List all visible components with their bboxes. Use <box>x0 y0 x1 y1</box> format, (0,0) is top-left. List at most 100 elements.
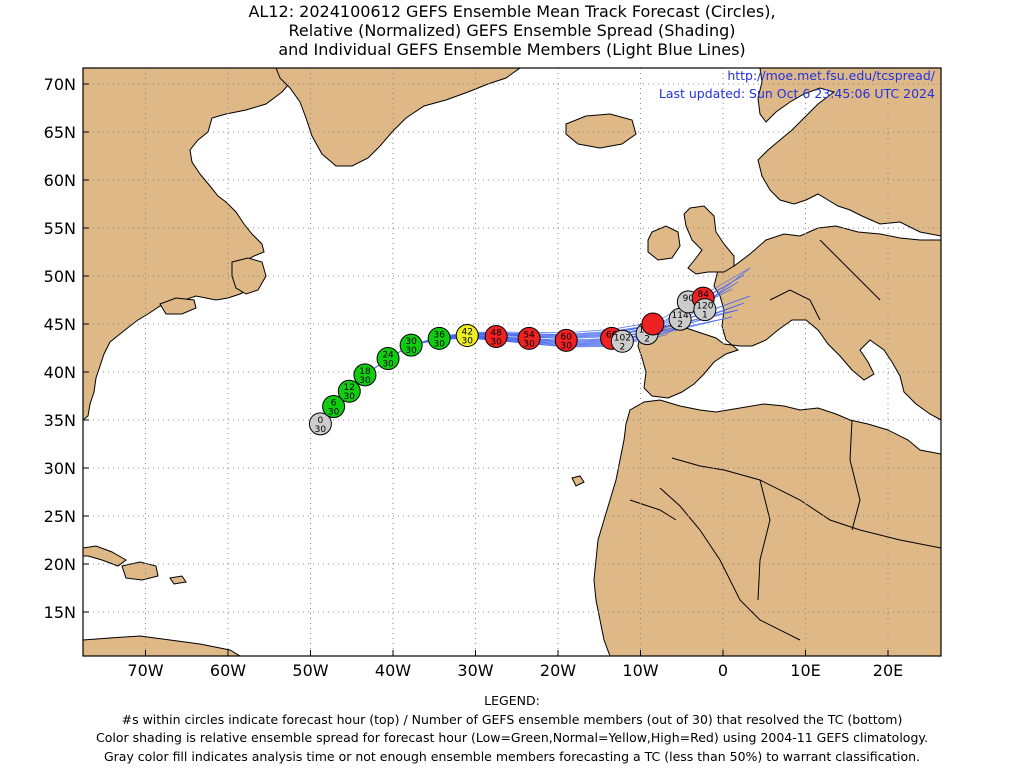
latitude-labels: 70N 65N 60N 55N 50N 45N 40N 35N 30N 25N 20N 15N <box>44 75 89 622</box>
land-hispaniola <box>121 561 159 581</box>
forecast-hour: 120 <box>696 302 713 312</box>
legend-line-1: #s within circles indicate forecast hour… <box>121 711 903 727</box>
lon-tick-label: 70W <box>127 661 163 680</box>
land-south-america <box>83 635 241 656</box>
map-frame <box>82 67 942 657</box>
lat-tick-label: 70N <box>44 75 76 94</box>
legend-line-2: Color shading is relative ensemble sprea… <box>96 730 928 745</box>
lat-tick-label: 15N <box>44 603 76 622</box>
forecast-circle-fill <box>337 379 361 403</box>
legend-line-3: Gray color fill indicates analysis time … <box>103 748 921 764</box>
member-count: 30 <box>405 346 417 356</box>
forecast-circle-fill <box>554 328 578 352</box>
forecast-circle-fill <box>353 363 377 387</box>
forecast-circle <box>641 312 665 336</box>
title-line-1: AL12: 2024100612 GEFS Ensemble Mean Trac… <box>248 2 776 21</box>
member-count: 30 <box>328 408 340 418</box>
member-count: 1 <box>702 311 708 321</box>
forecast-circle-fill <box>517 326 541 350</box>
member-count: 30 <box>462 337 474 347</box>
forecast-hour: 66 <box>606 330 618 340</box>
lon-tick-label: 0 <box>718 661 728 680</box>
lon-tick-label: 20W <box>540 661 576 680</box>
forecast-circle-fill <box>399 333 423 357</box>
lat-tick-label: 45N <box>44 315 76 334</box>
lon-tick-label: 50W <box>292 661 328 680</box>
forecast-circle-fill <box>693 298 717 322</box>
lat-tick-label: 25N <box>44 507 76 526</box>
last-updated: Last updated: Sun Oct 6 23:45:06 UTC 202… <box>659 86 935 101</box>
forecast-hour: 54 <box>523 330 535 340</box>
chart-title: AL12: 2024100612 GEFS Ensemble Mean Trac… <box>0 2 1024 59</box>
forecast-hour: 90 <box>683 294 695 304</box>
forecast-circle: 630 <box>322 395 346 419</box>
forecast-hour: 12 <box>344 383 355 393</box>
land-europe <box>637 225 941 421</box>
source-url[interactable]: http://moe.met.fsu.edu/tcspread/ <box>727 68 935 83</box>
forecast-hour: 102 <box>614 333 631 343</box>
forecast-circle-fill <box>455 324 479 348</box>
member-count: 30 <box>561 341 573 351</box>
member-count: 30 <box>523 339 535 349</box>
ensemble-mean-track: 0306301230183024303030363042304830543060… <box>308 286 717 436</box>
forecast-hour: 42 <box>462 328 473 338</box>
forecast-hour: 36 <box>433 330 445 340</box>
forecast-circle-fill <box>308 412 332 436</box>
title-line-3: and Individual GEFS Ensemble Members (Li… <box>278 40 746 59</box>
forecast-circle-fill <box>376 347 400 371</box>
forecast-hour: 84 <box>697 290 709 300</box>
forecast-hour: 48 <box>490 328 502 338</box>
forecast-circle-fill <box>427 326 451 350</box>
legend: LEGEND: #s within circles indicate forec… <box>0 692 1024 766</box>
land-greenland <box>275 68 521 167</box>
forecast-circle-fill <box>641 312 665 336</box>
land-ireland <box>647 225 681 261</box>
land-puerto-rico <box>169 575 187 585</box>
member-count: 2 <box>677 320 683 330</box>
forecast-circle-fill <box>322 395 346 419</box>
land-nova-scotia <box>159 297 197 315</box>
lon-tick-label: 40W <box>375 661 411 680</box>
member-count: 30 <box>315 425 327 435</box>
land-great-britain <box>683 205 735 275</box>
member-count: 30 <box>382 360 394 370</box>
member-count: 30 <box>344 392 356 402</box>
lat-tick-label: 55N <box>44 219 76 238</box>
lat-tick-label: 65N <box>44 123 76 142</box>
member-count: 30 <box>359 376 371 386</box>
title-line-2: Relative (Normalized) GEFS Ensemble Spre… <box>288 21 736 40</box>
lat-tick-label: 30N <box>44 459 76 478</box>
lat-tick-label: 20N <box>44 555 76 574</box>
member-count: 2 <box>619 342 625 352</box>
lon-tick-label: 10E <box>790 661 820 680</box>
forecast-circle-fill <box>484 324 508 348</box>
land-masses <box>83 68 941 656</box>
forecast-hour: 30 <box>405 337 417 347</box>
forecast-circle: 030 <box>308 412 332 436</box>
forecast-hour: 60 <box>561 332 573 342</box>
lon-tick-label: 20E <box>873 661 903 680</box>
longitude-labels: 70W 60W 50W 40W 30W 20W 10W 0 10E 20E <box>127 650 903 680</box>
forecast-hour: 6 <box>331 399 337 409</box>
forecast-hour: 0 <box>318 416 324 426</box>
lat-tick-label: 40N <box>44 363 76 382</box>
forecast-hour: 18 <box>359 367 371 377</box>
lon-tick-label: 30W <box>457 661 493 680</box>
forecast-hour: 114 <box>672 311 689 321</box>
forecast-hour: 24 <box>382 351 394 361</box>
land-canary-islands <box>571 475 585 487</box>
lat-tick-label: 35N <box>44 411 76 430</box>
member-count: 30 <box>433 339 445 349</box>
lon-tick-label: 10W <box>622 661 658 680</box>
lat-tick-label: 60N <box>44 171 76 190</box>
